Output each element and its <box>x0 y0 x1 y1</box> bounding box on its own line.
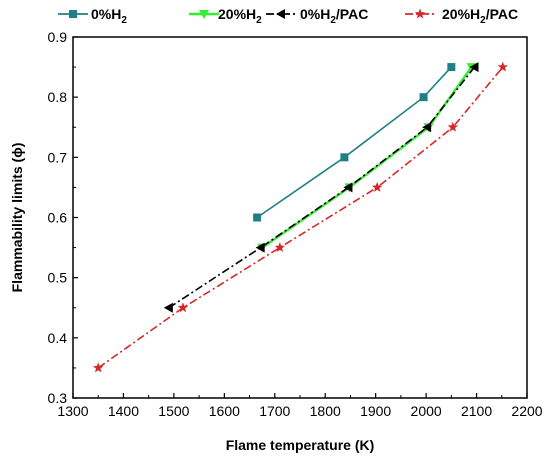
data-point <box>447 63 456 72</box>
legend-item-2: 0%H2/PAC <box>266 6 368 26</box>
data-point <box>371 181 383 192</box>
x-tick-label: 2000 <box>411 403 442 419</box>
data-point <box>340 153 349 162</box>
data-point <box>255 242 265 253</box>
legend-item-0: 0%H2 <box>58 6 127 26</box>
x-tick-label: 1900 <box>360 403 391 419</box>
data-point <box>177 302 189 313</box>
data-point <box>447 121 459 132</box>
legend-label: 0%H2/PAC <box>300 6 368 26</box>
legend-label: 20%H2/PAC <box>442 6 518 26</box>
data-point <box>422 122 432 133</box>
y-tick-label: 0.6 <box>48 210 68 226</box>
x-tick-label: 1700 <box>259 403 290 419</box>
legend-marker <box>414 8 426 19</box>
x-tick-label: 1500 <box>158 403 189 419</box>
data-point <box>253 213 262 222</box>
series-group <box>92 61 509 373</box>
series-line <box>168 66 476 309</box>
data-point <box>163 302 173 313</box>
legend-marker <box>276 9 285 19</box>
series-line <box>261 66 473 249</box>
legend-label: 20%H2 <box>218 6 262 26</box>
legend-marker <box>199 10 209 19</box>
data-point <box>497 61 509 72</box>
legend-item-1: 20%H2 <box>189 6 262 26</box>
series-line <box>256 66 452 219</box>
legend-label: 0%H2 <box>91 6 127 26</box>
y-tick-label: 0.9 <box>48 29 68 45</box>
x-tick-label: 2100 <box>461 403 492 419</box>
series-3 <box>92 61 509 373</box>
series-line <box>97 66 504 369</box>
y-tick-label: 0.7 <box>48 149 68 165</box>
data-point <box>343 182 353 193</box>
data-point <box>419 93 428 102</box>
x-tick-label: 1800 <box>310 403 341 419</box>
legend: 0%H2 20%H2 0%H2/PAC 20%H2/PAC <box>58 6 518 26</box>
series-0 <box>253 63 456 222</box>
series-2 <box>163 62 479 313</box>
axis-ticks: 1300 1400 1500 1600 1700 1800 1900 2000 2100 2200… <box>48 29 543 419</box>
y-tick-label: 0.3 <box>48 390 68 406</box>
x-tick-label: 2200 <box>511 403 542 419</box>
plot-frame <box>72 36 528 399</box>
x-axis-label: Flame temperature (K) <box>226 437 375 453</box>
legend-item-3: 20%H2/PAC <box>405 6 518 26</box>
legend-marker <box>69 10 77 18</box>
series-1 <box>257 63 477 253</box>
y-tick-label: 0.8 <box>48 89 68 105</box>
y-axis-label: Flammability limits (ϕ) <box>9 143 25 293</box>
data-point <box>469 62 479 73</box>
y-tick-label: 0.4 <box>48 330 68 346</box>
y-tick-label: 0.5 <box>48 270 68 286</box>
x-tick-label: 1400 <box>108 403 139 419</box>
data-point <box>274 242 286 253</box>
x-tick-label: 1600 <box>209 403 240 419</box>
data-point <box>92 362 104 373</box>
x-tick-label: 1300 <box>57 403 88 419</box>
